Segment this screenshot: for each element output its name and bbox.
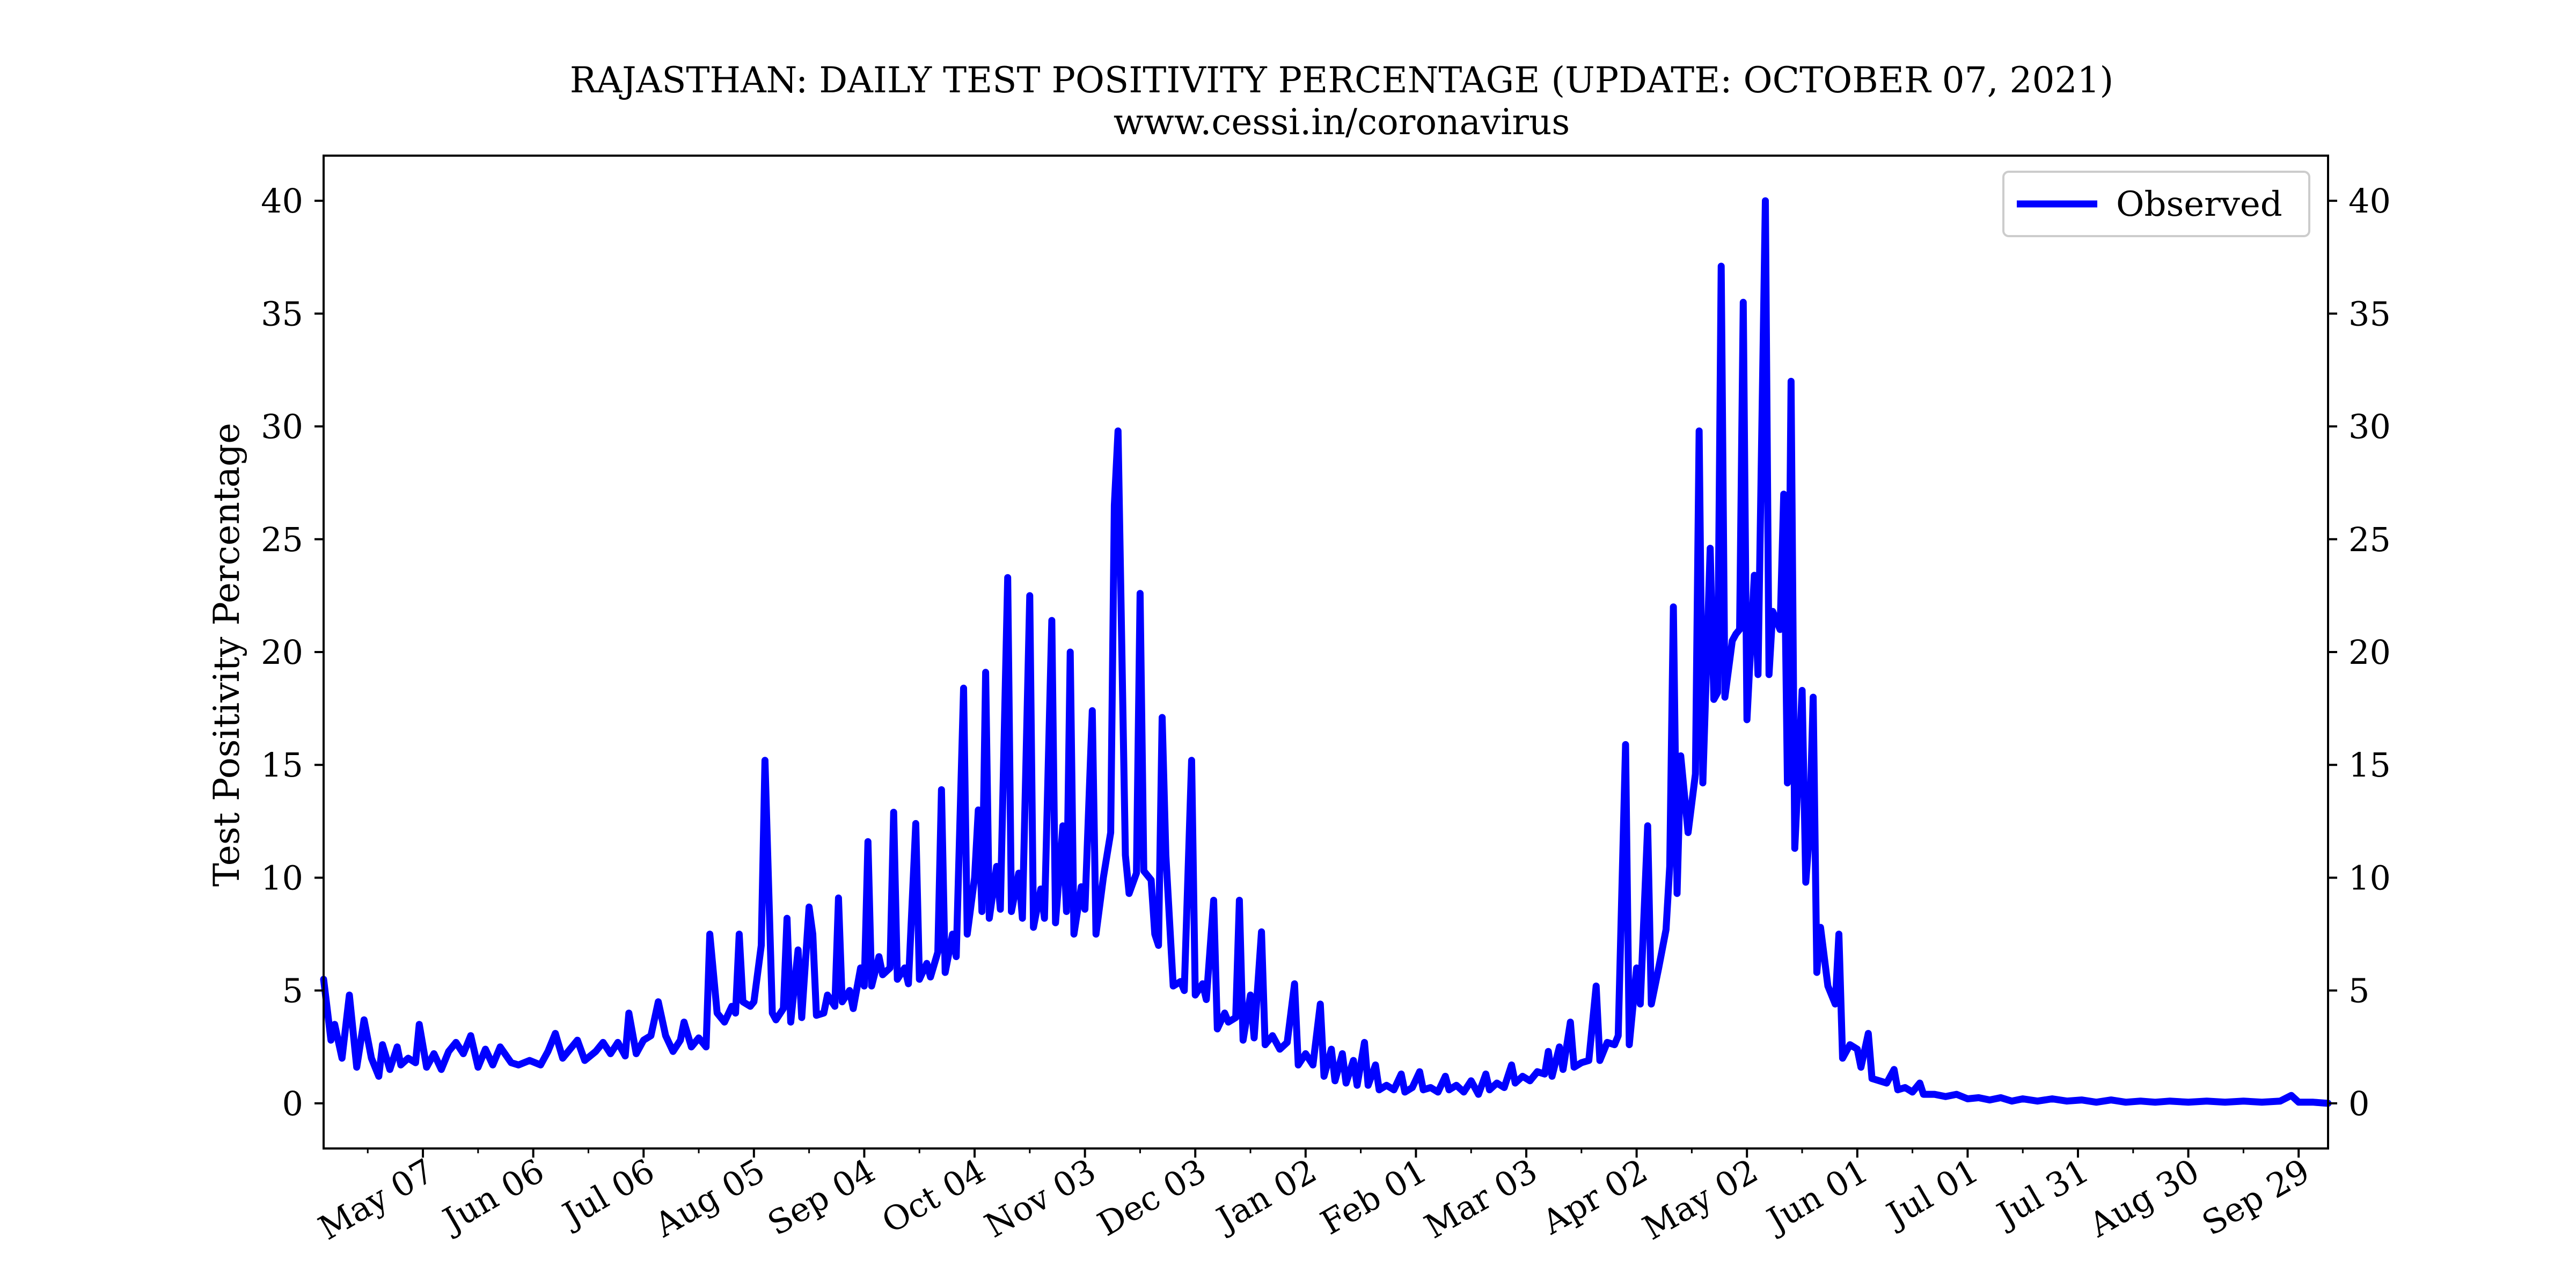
series-line-0 [320, 197, 2332, 1107]
y-tick-label-left-8: 40 [261, 181, 303, 221]
y-tick-label-right-7: 35 [2348, 294, 2391, 333]
legend-label-0: Observed [2116, 185, 2282, 224]
y-tick-label-left-6: 30 [261, 407, 303, 447]
y-tick-label-right-3: 15 [2348, 745, 2391, 785]
y-tick-label-right-0: 0 [2348, 1084, 2369, 1123]
y-tick-label-right-4: 20 [2348, 633, 2391, 672]
y-tick-label-right-2: 10 [2348, 858, 2391, 897]
legend-box [2002, 171, 2310, 237]
y-tick-label-left-2: 10 [261, 858, 303, 897]
y-tick-label-right-6: 30 [2348, 407, 2391, 447]
y-tick-label-left-3: 15 [261, 745, 303, 785]
y-axis-label: Test Positivity Percentage [206, 423, 247, 887]
y-tick-label-left-4: 20 [261, 633, 303, 672]
y-tick-label-left-7: 35 [261, 294, 303, 333]
y-tick-label-right-5: 25 [2348, 520, 2391, 559]
y-tick-label-right-8: 40 [2348, 181, 2391, 221]
chart-title: RAJASTHAN: DAILY TEST POSITIVITY PERCENT… [570, 60, 2114, 101]
y-tick-label-left-1: 5 [282, 971, 303, 1011]
chart-subtitle: www.cessi.in/coronavirus [1114, 101, 1570, 143]
y-tick-label-right-1: 5 [2348, 971, 2369, 1011]
y-tick-label-left-5: 25 [261, 520, 303, 559]
y-tick-label-left-0: 0 [282, 1084, 303, 1123]
